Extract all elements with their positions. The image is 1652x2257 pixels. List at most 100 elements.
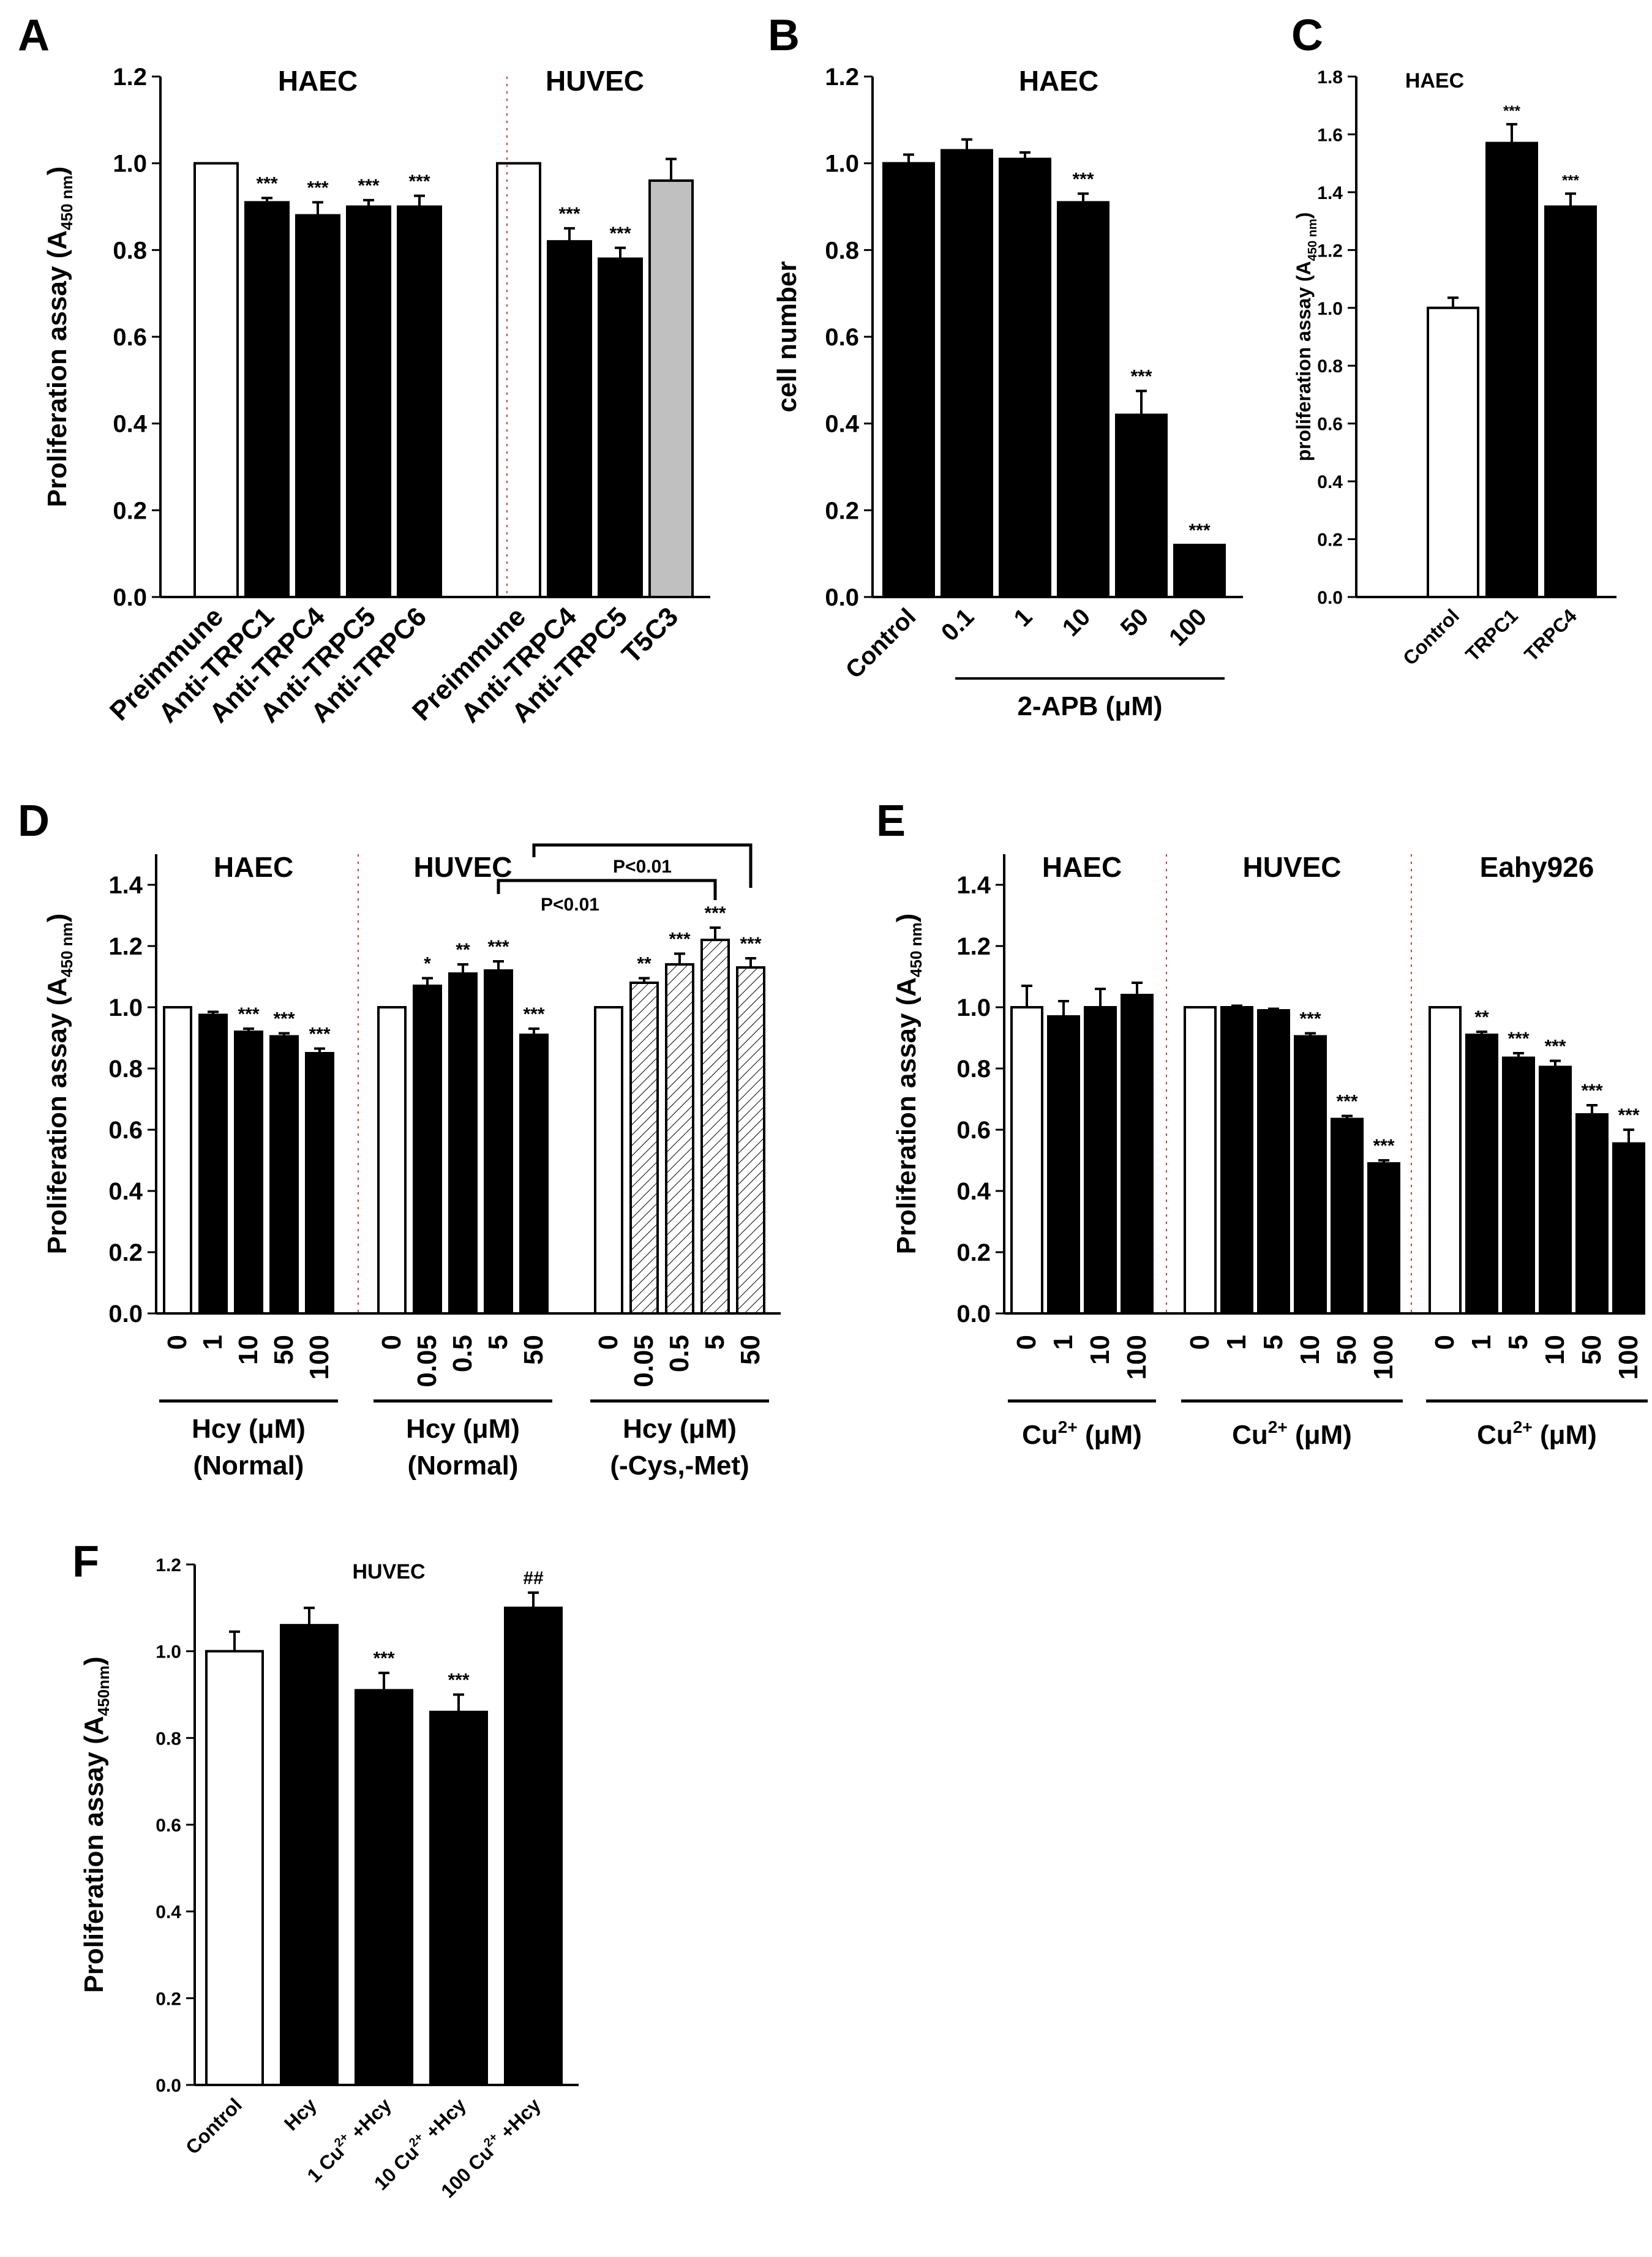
- y-tick-label: 1.0: [108, 994, 143, 1021]
- group-label-superscript: 2+: [1058, 1418, 1078, 1436]
- y-axis-label-main: proliferation assay (A: [1293, 261, 1315, 461]
- significance-marker: ***: [523, 1004, 544, 1024]
- x-tick-label: 0.05: [629, 1335, 659, 1388]
- x-tick-label: 1: [1466, 1335, 1496, 1350]
- x-tick-label: 0.05: [412, 1335, 442, 1388]
- bar: [205, 1650, 264, 2087]
- bar: [1429, 1006, 1462, 1315]
- y-axis-label-subscript: 450 nm: [1306, 219, 1320, 261]
- y-tick-label: 1.4: [108, 872, 143, 899]
- significance-marker: ***: [358, 176, 379, 196]
- significance-marker: ***: [1562, 172, 1580, 189]
- y-tick-label: 0.2: [108, 1239, 143, 1266]
- x-tick-label: 10: [1085, 1335, 1115, 1365]
- significance-marker: ***: [558, 204, 580, 224]
- y-axis-label-subscript: 450 nm: [58, 175, 76, 230]
- y-axis-label-end: ): [42, 167, 72, 176]
- y-tick-label: 1.2: [825, 64, 859, 91]
- bar: [193, 162, 239, 598]
- bar: [429, 1710, 488, 2086]
- y-axis-label: Proliferation assay (A450 nm): [42, 914, 76, 1255]
- significance-marker: ***: [448, 1670, 469, 1691]
- y-tick-label: 0.8: [956, 1056, 991, 1083]
- y-tick-label: 0.2: [156, 1989, 181, 2009]
- significance-marker: ***: [307, 178, 328, 198]
- significance-marker: *: [424, 954, 431, 974]
- y-axis-label-subscript: 450 nm: [907, 922, 925, 977]
- significance-marker: ***: [373, 1648, 394, 1669]
- x-tick-label: TRPC1: [1461, 604, 1522, 666]
- significance-marker: ***: [740, 934, 761, 954]
- y-tick-label: 0.4: [108, 1178, 143, 1205]
- x-tick-label: 0.5: [448, 1335, 478, 1372]
- y-axis-label: Proliferation assay (A450nm): [79, 1656, 113, 1992]
- y-axis-label-main: Proliferation assay (A: [892, 977, 922, 1254]
- x-tick-label: 1: [1048, 1335, 1078, 1350]
- bar: [1485, 141, 1538, 599]
- bar: [305, 1052, 334, 1315]
- x-tick-label: 10: [1540, 1335, 1570, 1365]
- bar: [598, 257, 643, 598]
- significance-marker: **: [637, 954, 651, 974]
- x-tick-label: 0.5: [664, 1335, 694, 1372]
- bar: [1121, 994, 1154, 1315]
- panel-label: B: [768, 11, 800, 60]
- group-title: HUVEC: [413, 851, 512, 883]
- significance-marker: ##: [523, 1568, 544, 1588]
- significance-marker: ***: [1130, 367, 1152, 387]
- bar: [1331, 1117, 1364, 1315]
- y-tick-label: 0.4: [956, 1178, 991, 1205]
- group-label-end: (μM): [1078, 1420, 1142, 1450]
- group-label-superscript: 2+: [1513, 1418, 1533, 1436]
- bar: [999, 157, 1051, 599]
- y-tick-label: 0.8: [156, 1729, 181, 1749]
- significance-marker: **: [1474, 1007, 1489, 1027]
- bar: [648, 179, 694, 598]
- y-tick-label: 1.4: [956, 872, 991, 899]
- y-tick-label: 1.2: [113, 64, 147, 91]
- chart-title: HAEC: [1405, 69, 1464, 92]
- bar: [1502, 1056, 1535, 1315]
- y-tick-label: 0.0: [956, 1301, 991, 1328]
- significance-marker: ***: [1188, 520, 1210, 541]
- bar: [1173, 544, 1226, 598]
- panel-label: A: [18, 11, 50, 60]
- y-axis-label-end: ): [892, 914, 922, 923]
- x-tick-label: 50: [1577, 1335, 1607, 1365]
- group-title: Eahy926: [1480, 851, 1594, 883]
- significance-marker: ***: [309, 1024, 330, 1045]
- y-tick-label: 0.4: [825, 411, 859, 438]
- group-label-main: Cu: [1232, 1420, 1268, 1450]
- x-tick-label: 0: [1012, 1335, 1042, 1350]
- significance-marker: ***: [609, 223, 631, 244]
- x-tick-label: 50: [735, 1335, 765, 1365]
- bar: [1084, 1006, 1117, 1315]
- significance-marker: ***: [487, 937, 509, 957]
- bar: [1427, 306, 1479, 598]
- panel-label: E: [876, 797, 906, 846]
- significance-marker: ***: [408, 171, 430, 192]
- significance-bracket: [497, 879, 717, 900]
- bar: [346, 205, 391, 598]
- bar: [1367, 1162, 1400, 1315]
- y-tick-label: 1.0: [113, 151, 147, 178]
- group-label: Hcy (μM): [623, 1414, 737, 1444]
- bar: [484, 969, 513, 1315]
- x-tick-label: 1: [198, 1335, 228, 1350]
- y-tick-label: 0.0: [113, 584, 147, 611]
- significance-marker: ***: [1581, 1081, 1602, 1101]
- bar: [700, 939, 730, 1315]
- x-tick-label: 50: [1116, 603, 1154, 642]
- group-label: Cu2+ (μM): [1022, 1418, 1142, 1450]
- bar: [547, 240, 592, 598]
- significance-marker: ***: [1544, 1037, 1566, 1057]
- group-title: HUVEC: [546, 65, 644, 97]
- y-axis-label: cell number: [772, 261, 802, 413]
- bar: [1294, 1035, 1327, 1315]
- bar: [1539, 1065, 1572, 1315]
- bar: [377, 1006, 407, 1315]
- x-tick-label: 5: [700, 1335, 730, 1350]
- y-tick-label: 0.6: [1317, 415, 1343, 435]
- panel-label: C: [1291, 11, 1323, 60]
- bar: [234, 1031, 263, 1315]
